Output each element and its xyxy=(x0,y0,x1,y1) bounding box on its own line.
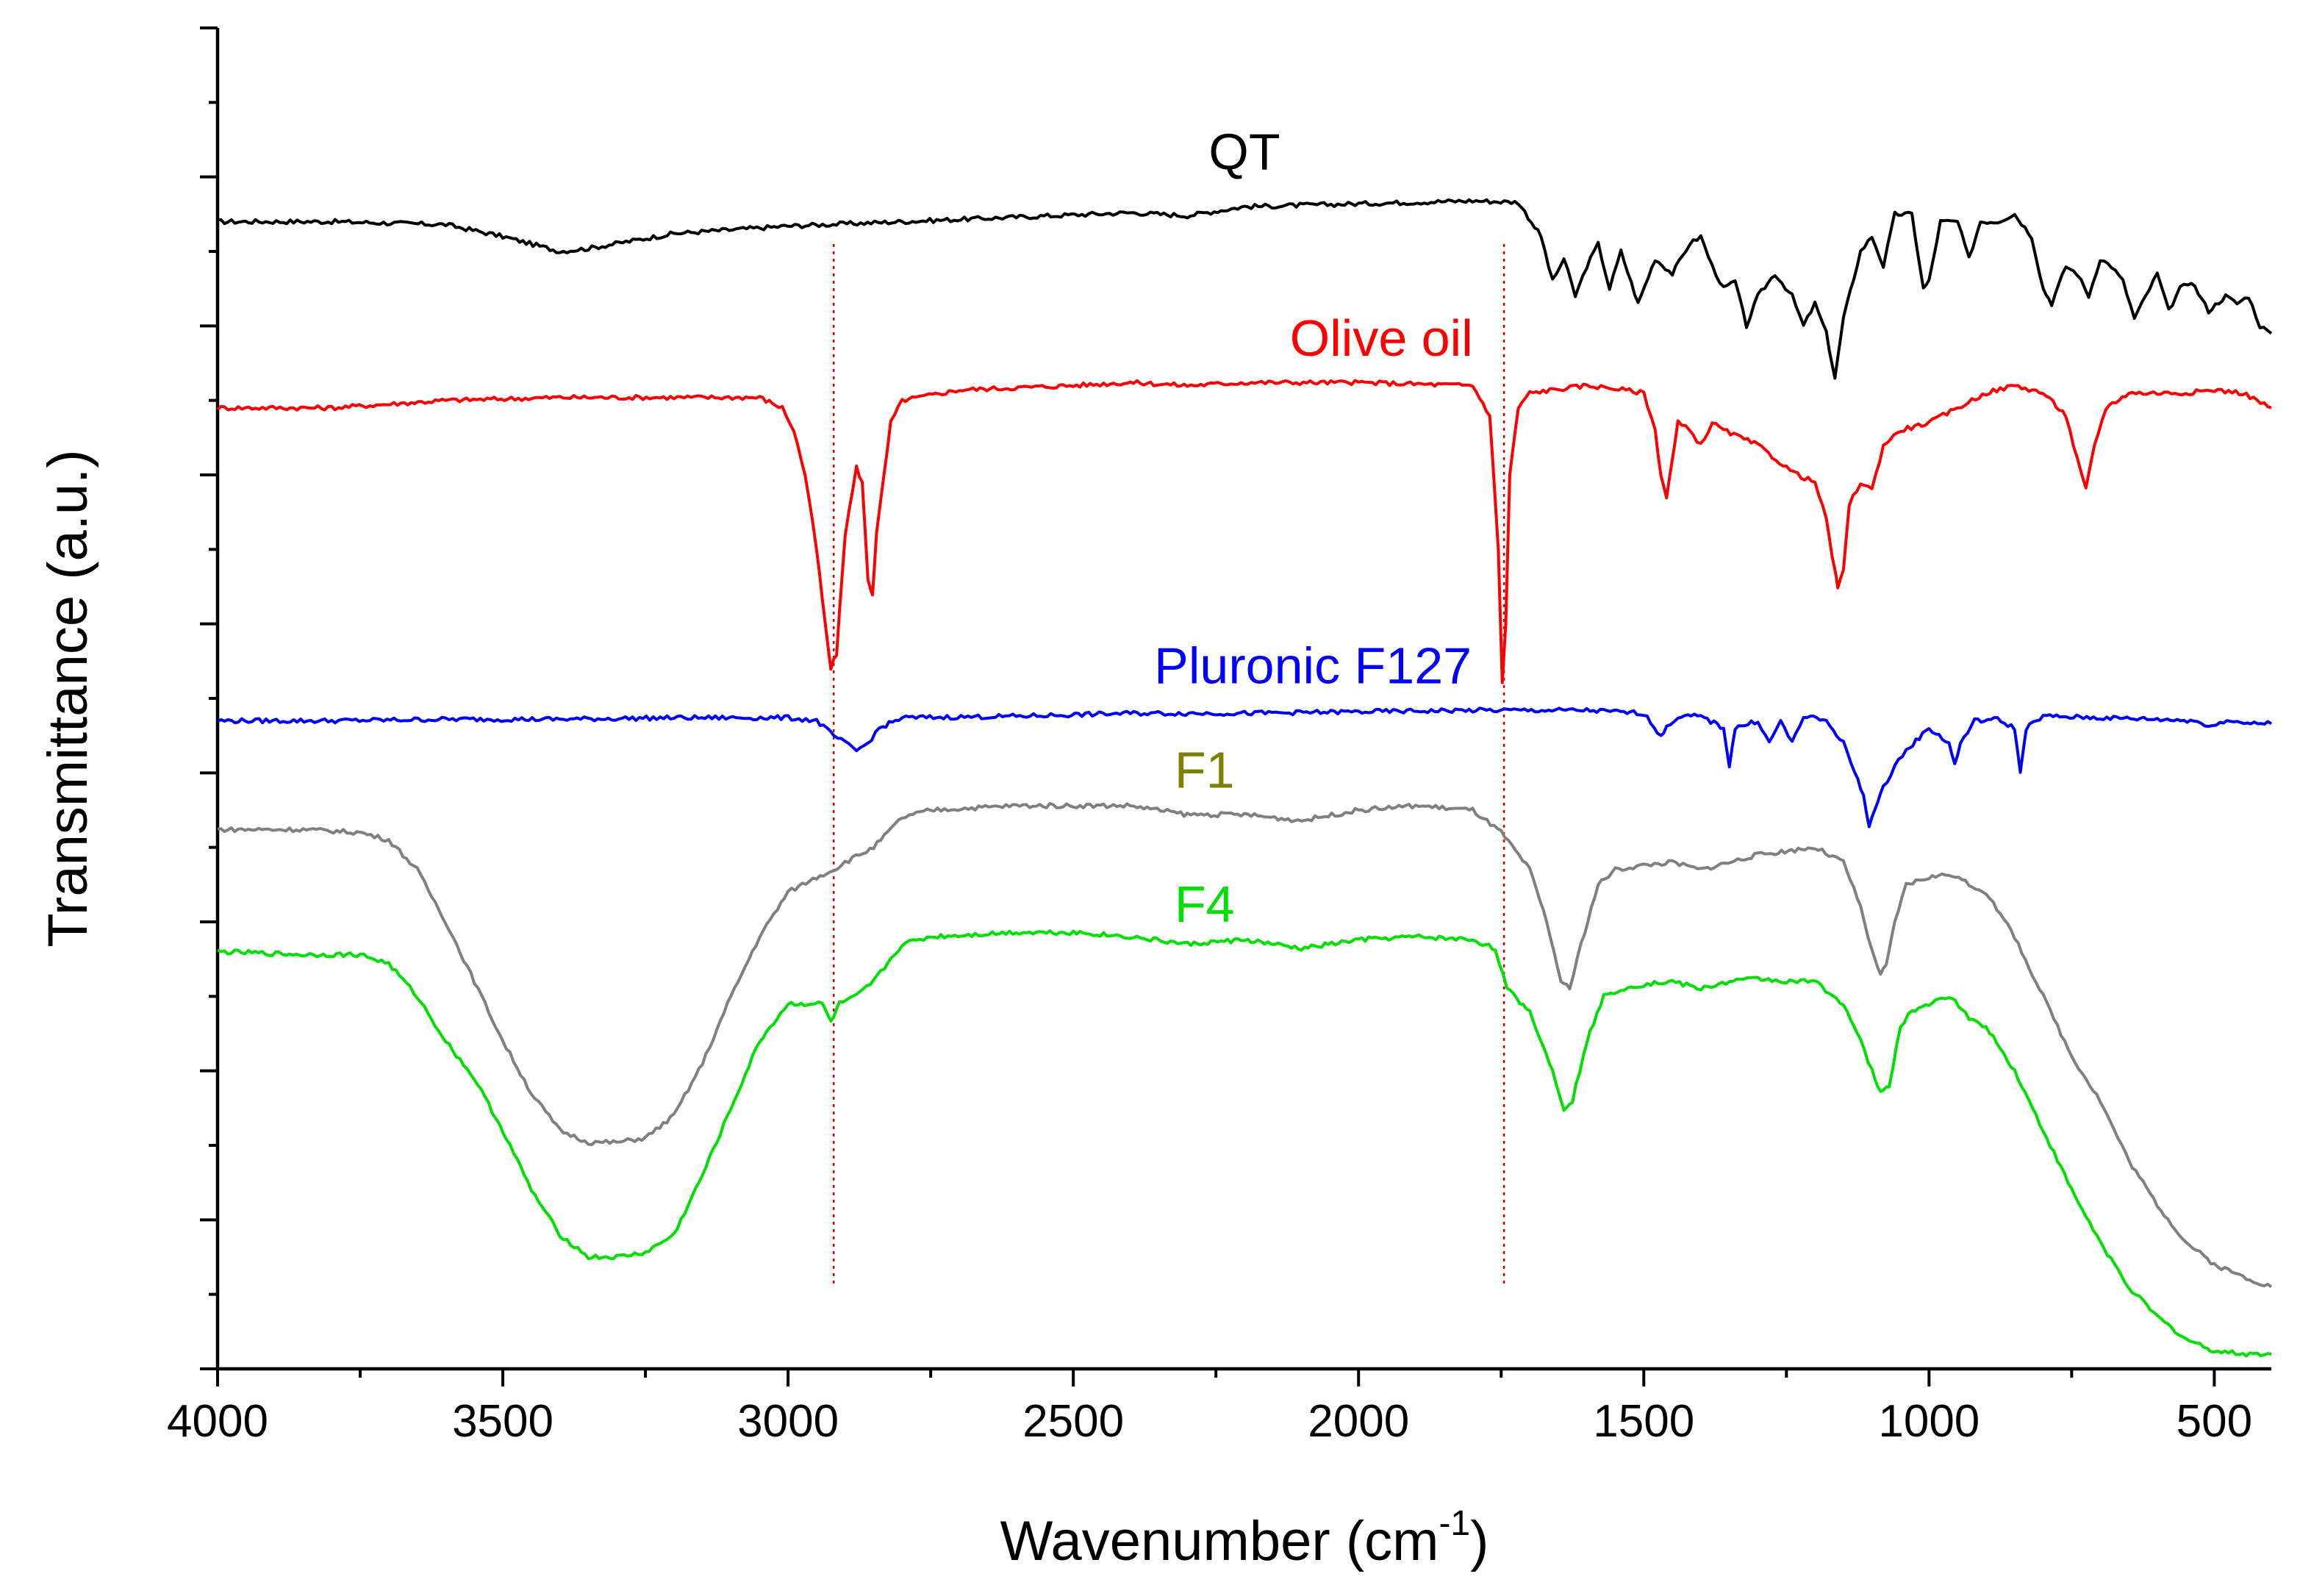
x-axis-label-suffix: ) xyxy=(1470,1510,1488,1572)
series-labels: QT Olive oil Pluronic F127 F1 F4 xyxy=(1154,124,1473,933)
x-tick-label: 3000 xyxy=(737,1396,839,1447)
series-line-pluronic-f127 xyxy=(217,706,2273,829)
x-tick-label: 2000 xyxy=(1308,1396,1409,1447)
x-tick-label: 1000 xyxy=(1878,1396,1980,1447)
series-label-f1: F1 xyxy=(1175,742,1235,799)
x-tick-label: 3500 xyxy=(452,1396,553,1447)
x-axis-label-superscript: -1 xyxy=(1439,1504,1470,1543)
x-tick-label: 500 xyxy=(2177,1396,2252,1447)
reference-lines xyxy=(832,243,1505,1287)
x-tick-label: 1500 xyxy=(1593,1396,1694,1447)
series-label-qt: QT xyxy=(1208,124,1280,181)
x-axis-tick-labels: 4000 3500 3000 2500 2000 1500 1000 500 xyxy=(167,1396,2252,1447)
y-axis-label: Transmittance (a.u.) xyxy=(37,449,99,947)
series-line-f4 xyxy=(217,929,2272,1358)
series-line-olive-oil xyxy=(216,379,2272,684)
x-axis-label-main: Wavenumber (cm xyxy=(1000,1510,1439,1572)
series-line-qt xyxy=(217,198,2273,380)
series-label-olive-oil: Olive oil xyxy=(1290,309,1473,367)
series-lines xyxy=(216,198,2273,1358)
x-tick-label: 4000 xyxy=(167,1396,268,1447)
series-label-f4: F4 xyxy=(1175,876,1235,933)
series-line-f1 xyxy=(217,802,2273,1289)
y-axis-ticks xyxy=(200,26,218,1370)
x-axis-label: Wavenumber (cm-1) xyxy=(1000,1504,1489,1572)
series-label-pluronic-f127: Pluronic F127 xyxy=(1154,637,1472,695)
x-tick-label: 2500 xyxy=(1022,1396,1124,1447)
x-axis-ticks xyxy=(216,1369,2216,1386)
